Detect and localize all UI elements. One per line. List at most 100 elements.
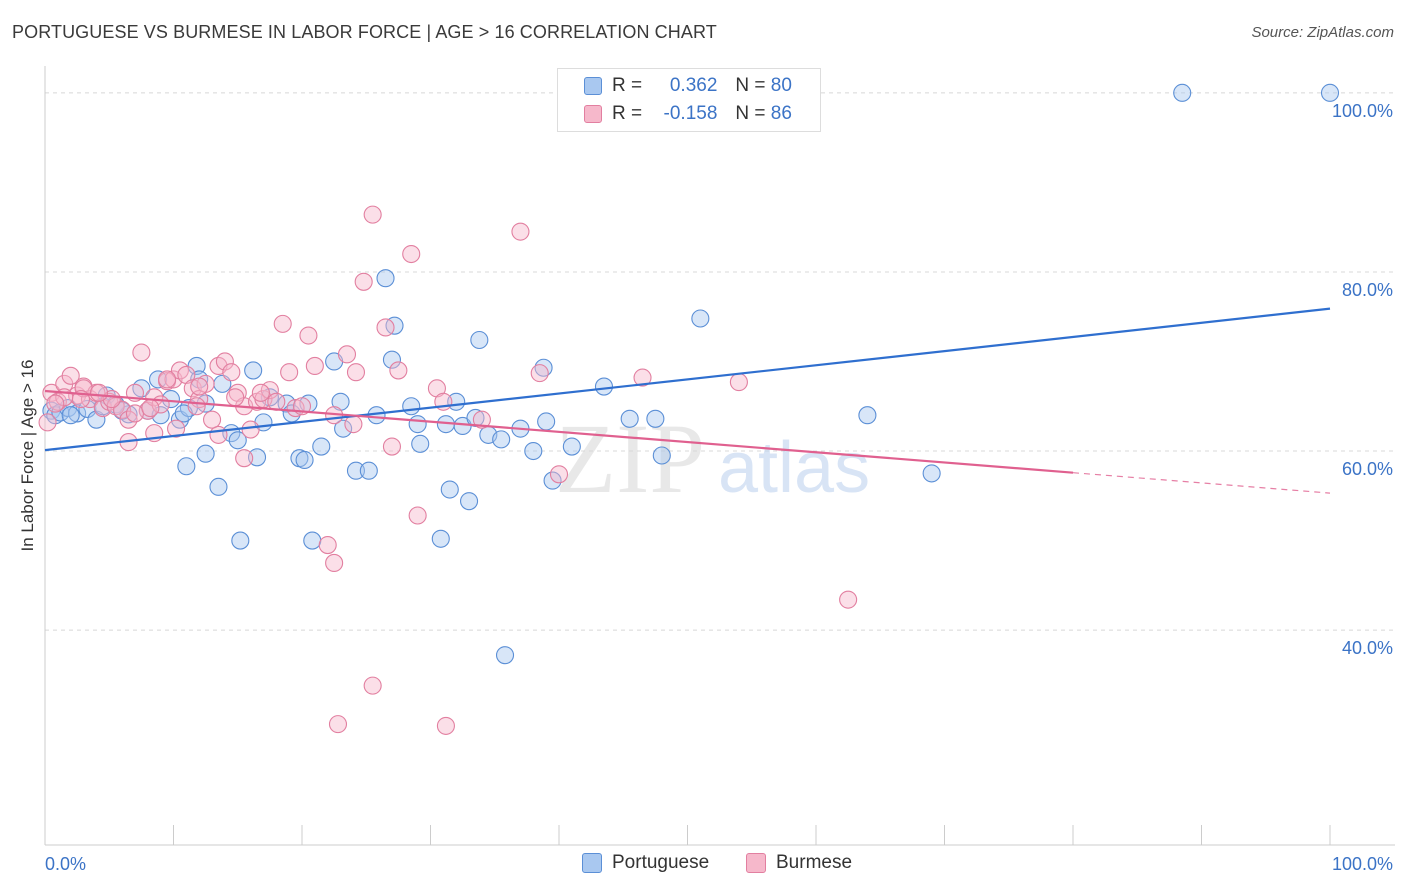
x-tick-label: 0.0%: [45, 854, 86, 874]
legend-item-portuguese[interactable]: Portuguese: [582, 852, 709, 874]
burmese-point: [167, 419, 186, 438]
legend-n-label: N =: [735, 103, 766, 124]
series-legend: Portuguese Burmese: [0, 852, 1406, 876]
burmese-point: [209, 425, 228, 444]
y-axis-label: In Labor Force | Age > 16: [18, 359, 37, 551]
burmese-point: [89, 383, 109, 402]
source-credit: Source: ZipAtlas.com: [1251, 24, 1394, 41]
portuguese-point: [247, 448, 267, 467]
portuguese-point: [334, 419, 353, 438]
burmese-point: [280, 363, 299, 382]
portuguese-point: [440, 480, 459, 499]
burmese-point: [145, 388, 164, 407]
burmese-point: [318, 535, 337, 555]
burmese-point: [344, 415, 363, 434]
legend-row-burmese: R = -0.158 N = 86: [584, 103, 792, 125]
burmese-point: [839, 590, 858, 609]
burmese-point: [328, 715, 348, 734]
legend-r-value: 0.362: [669, 75, 718, 96]
burmese-swatch-icon: [584, 105, 602, 123]
portuguese-point: [858, 406, 877, 425]
axis-labels: 40.0% 60.0% 80.0% 100.0% 0.0% 100.0% In Labor …: [18, 101, 1393, 874]
burmese-point: [46, 394, 65, 413]
portuguese-point: [231, 531, 250, 550]
burmese-point: [125, 404, 144, 423]
y-tick-label: 80.0%: [1342, 280, 1393, 300]
burmese-point: [402, 244, 421, 264]
burmese-point: [267, 392, 286, 411]
portuguese-point: [68, 404, 87, 423]
portuguese-point: [646, 409, 665, 428]
burmese-point: [389, 361, 408, 380]
burmese-point: [215, 352, 234, 371]
portuguese-point: [492, 430, 511, 449]
portuguese-point: [312, 437, 331, 456]
y-tick-label: 40.0%: [1342, 638, 1393, 658]
burmese-point: [325, 553, 344, 572]
portuguese-point: [359, 461, 378, 480]
portuguese-point: [652, 446, 671, 465]
portuguese-point: [620, 409, 639, 428]
x-tick-label: 100.0%: [1332, 854, 1393, 874]
watermark-atlas: atlas: [718, 428, 870, 508]
burmese-point: [633, 368, 652, 387]
burmese-point: [408, 506, 427, 525]
portuguese-point: [466, 408, 485, 427]
burmese-point: [235, 449, 254, 468]
burmese-point: [549, 465, 569, 484]
burmese-point: [305, 356, 324, 376]
watermark: ZIP atlas: [555, 403, 870, 514]
portuguese-point: [402, 397, 421, 416]
burmese-point: [203, 410, 222, 429]
portuguese-swatch-icon: [584, 77, 602, 95]
legend-r-label: R =: [612, 75, 643, 96]
y-tick-label: 60.0%: [1342, 459, 1393, 479]
burmese-point: [251, 383, 270, 402]
portuguese-point: [594, 377, 614, 396]
portuguese-point: [431, 529, 450, 548]
portuguese-point: [537, 412, 556, 431]
portuguese-point: [376, 269, 395, 288]
burmese-point: [226, 388, 245, 407]
burmese-point: [190, 377, 209, 396]
legend-r-label: R =: [612, 103, 643, 124]
portuguese-point: [382, 350, 402, 369]
y-tick-label: 100.0%: [1332, 101, 1393, 121]
trend-line-burmese: [44, 389, 1074, 474]
trend-lines: [44, 307, 1331, 494]
legend-n-value: 86: [770, 103, 792, 124]
legend-n-label: N =: [735, 75, 766, 96]
burmese-point: [241, 420, 260, 439]
portuguese-point: [228, 431, 247, 450]
burmese-point: [299, 326, 318, 345]
burmese-point: [61, 366, 80, 385]
legend-row-portuguese: R = 0.362 N = 80: [584, 75, 792, 97]
burmese-point: [132, 343, 151, 362]
burmese-point: [530, 364, 549, 383]
burmese-point: [511, 222, 530, 241]
portuguese-point: [691, 309, 710, 328]
portuguese-point: [1173, 83, 1192, 102]
portuguese-point: [244, 361, 263, 380]
portuguese-point: [295, 450, 314, 470]
burmese-point: [354, 272, 373, 291]
grid-layer: [45, 92, 1395, 631]
portuguese-point: [196, 444, 215, 463]
portuguese-point: [209, 477, 228, 496]
burmese-point: [141, 398, 160, 418]
burmese-point: [222, 363, 241, 382]
legend-r-value: -0.158: [663, 103, 718, 124]
burmese-point: [273, 314, 292, 333]
watermark-zip: ZIP: [555, 403, 705, 514]
portuguese-point: [303, 531, 322, 550]
burmese-point: [363, 205, 382, 224]
portuguese-point: [524, 441, 543, 461]
portuguese-point: [346, 461, 366, 480]
legend-item-burmese[interactable]: Burmese: [746, 852, 852, 874]
portuguese-point: [562, 437, 581, 456]
portuguese-point: [187, 356, 206, 376]
portuguese-point: [385, 316, 404, 335]
burmese-point: [337, 345, 357, 364]
burmese-point: [436, 716, 455, 735]
